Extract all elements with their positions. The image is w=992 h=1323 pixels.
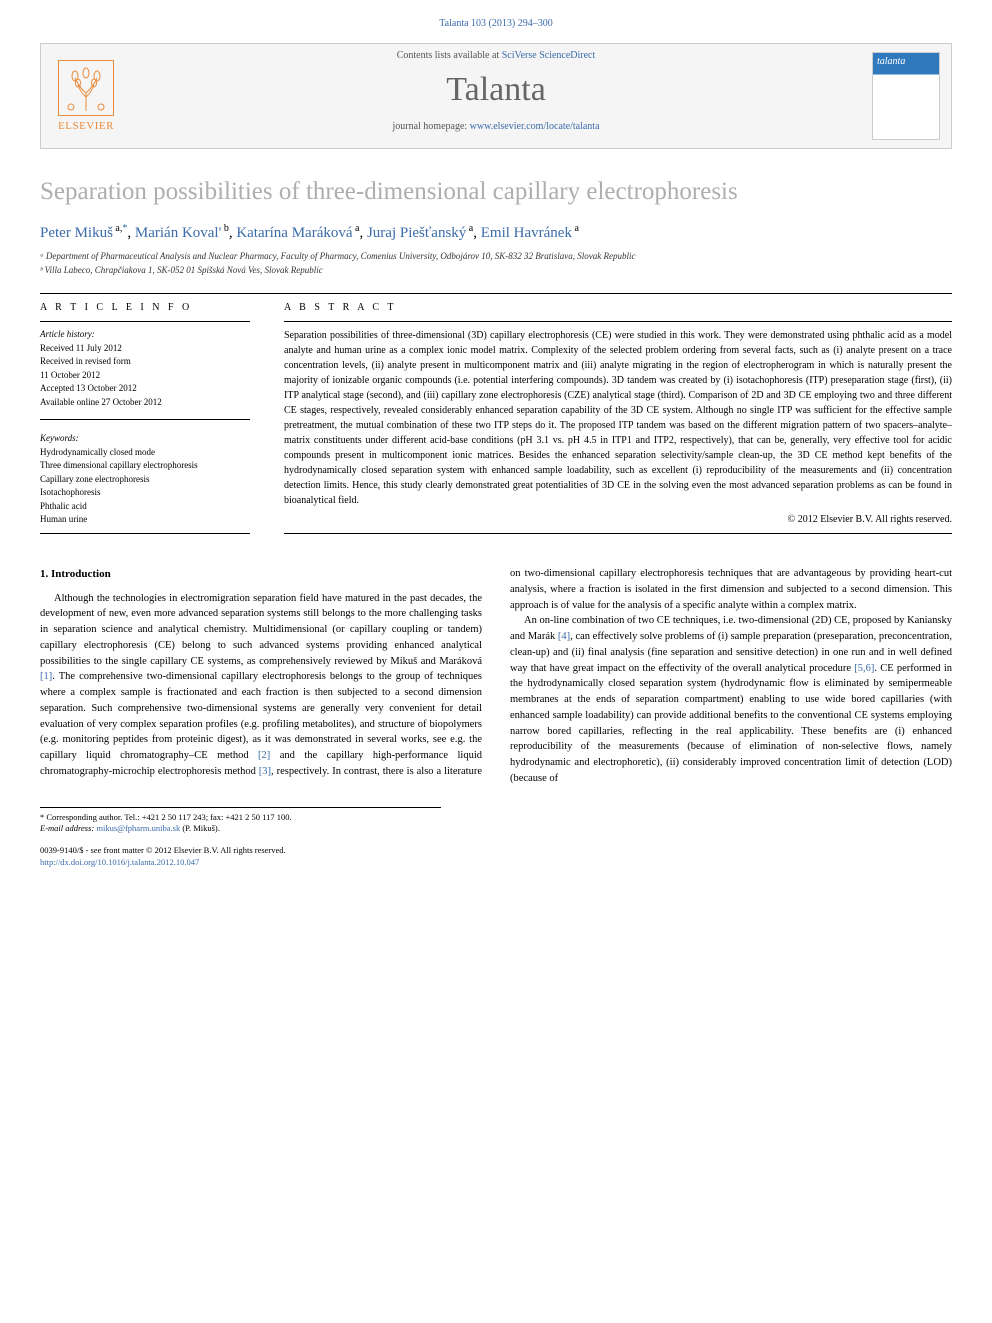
keyword: Isotachophoresis: [40, 486, 250, 500]
cover-label: talanta: [873, 53, 939, 70]
author-link[interactable]: Katarína Maráková: [236, 225, 352, 241]
affiliation-a: ᵃ Department of Pharmaceutical Analysis …: [40, 250, 952, 264]
elsevier-logo[interactable]: ELSEVIER: [58, 60, 114, 132]
author-link[interactable]: Juraj Piešťanský: [367, 225, 466, 241]
history-line: Received in revised form: [40, 355, 250, 369]
affiliations: ᵃ Department of Pharmaceutical Analysis …: [40, 250, 952, 277]
body-two-column: 1. Introduction Although the technologie…: [40, 566, 952, 787]
rule: [284, 321, 952, 322]
article-title: Separation possibilities of three-dimens…: [40, 177, 952, 207]
email-owner: (P. Mikuš).: [180, 823, 220, 833]
ref-link[interactable]: [5,6]: [854, 663, 874, 674]
homepage-line: journal homepage: www.elsevier.com/locat…: [137, 121, 855, 132]
keyword: Capillary zone electrophoresis: [40, 473, 250, 487]
article-info-heading: A R T I C L E I N F O: [40, 300, 250, 315]
ref-link[interactable]: [2]: [258, 750, 270, 761]
keywords-label: Keywords:: [40, 432, 250, 446]
rule: [40, 419, 250, 420]
history-line: 11 October 2012: [40, 369, 250, 383]
rule: [40, 321, 250, 322]
journal-masthead: ELSEVIER Contents lists available at Sci…: [40, 43, 952, 149]
publisher-logo-area: ELSEVIER: [41, 44, 131, 148]
author-link[interactable]: Emil Havránek: [481, 225, 572, 241]
keyword: Human urine: [40, 513, 250, 527]
issn-line: 0039-9140/$ - see front matter © 2012 El…: [40, 845, 952, 857]
email-link[interactable]: mikus@fpharm.uniba.sk: [96, 823, 180, 833]
abstract-text: Separation possibilities of three-dimens…: [284, 328, 952, 508]
affiliation-b: ᵇ Villa Labeco, Chrapčiakova 1, SK-052 0…: [40, 264, 952, 278]
article-info-abstract-block: A R T I C L E I N F O Article history: R…: [40, 300, 952, 540]
ref-link[interactable]: [1]: [40, 671, 52, 682]
journal-name: Talanta: [137, 71, 855, 109]
abstract-heading: A B S T R A C T: [284, 300, 952, 315]
keyword: Three dimensional capillary electrophore…: [40, 459, 250, 473]
corresponding-footnote: * Corresponding author. Tel.: +421 2 50 …: [40, 812, 441, 824]
rule: [284, 533, 952, 534]
email-label: E-mail address:: [40, 823, 96, 833]
rule: [40, 293, 952, 294]
article-info-column: A R T I C L E I N F O Article history: R…: [40, 300, 250, 540]
history-line: Accepted 13 October 2012: [40, 382, 250, 396]
rule: [40, 533, 250, 534]
authors-line: Peter Mikuš a,*, Marián Koval' b, Katarí…: [40, 223, 952, 242]
email-footnote: E-mail address: mikus@fpharm.uniba.sk (P…: [40, 823, 441, 835]
masthead-center: Contents lists available at SciVerse Sci…: [131, 44, 861, 148]
keyword: Hydrodynamically closed mode: [40, 446, 250, 460]
author-link[interactable]: Marián Koval': [135, 225, 221, 241]
history-label: Article history:: [40, 328, 250, 342]
abstract-column: A B S T R A C T Separation possibilities…: [284, 300, 952, 540]
homepage-prefix: journal homepage:: [392, 121, 469, 132]
body-paragraph: An on-line combination of two CE techniq…: [510, 613, 952, 786]
journal-cover-thumbnail[interactable]: talanta: [872, 52, 940, 140]
contents-prefix: Contents lists available at: [397, 50, 502, 61]
doi-link[interactable]: http://dx.doi.org/10.1016/j.talanta.2012…: [40, 857, 199, 867]
keyword: Phthalic acid: [40, 500, 250, 514]
elsevier-tree-icon: [58, 60, 114, 116]
ref-link[interactable]: [4]: [558, 631, 570, 642]
page-footer: 0039-9140/$ - see front matter © 2012 El…: [40, 845, 952, 869]
footnotes: * Corresponding author. Tel.: +421 2 50 …: [40, 807, 441, 836]
abstract-copyright: © 2012 Elsevier B.V. All rights reserved…: [284, 512, 952, 527]
contents-available-line: Contents lists available at SciVerse Sci…: [137, 50, 855, 61]
author-link[interactable]: Peter Mikuš: [40, 225, 113, 241]
corresponding-marker[interactable]: *: [122, 223, 127, 234]
running-header: Talanta 103 (2013) 294–300: [0, 0, 992, 43]
history-line: Available online 27 October 2012: [40, 396, 250, 410]
publisher-name: ELSEVIER: [58, 120, 114, 132]
ref-link[interactable]: [3]: [259, 766, 271, 777]
section-heading-intro: 1. Introduction: [40, 566, 482, 583]
cover-thumbnail-area: talanta: [861, 44, 951, 148]
sciencedirect-link[interactable]: SciVerse ScienceDirect: [502, 50, 596, 61]
journal-homepage-link[interactable]: www.elsevier.com/locate/talanta: [470, 121, 600, 132]
history-line: Received 11 July 2012: [40, 342, 250, 356]
